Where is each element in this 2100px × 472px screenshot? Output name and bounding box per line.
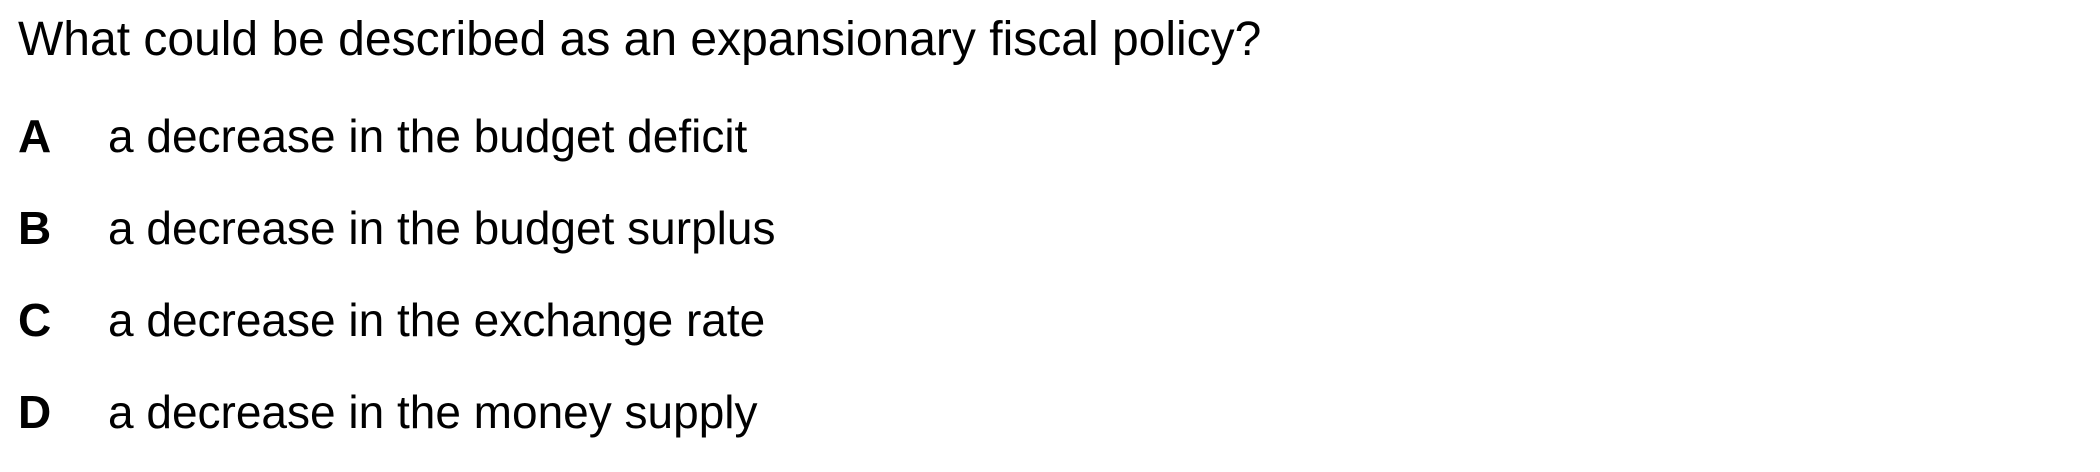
option-text: a decrease in the budget deficit [108,110,748,162]
option-text: a decrease in the exchange rate [108,294,766,346]
answer-options: A a decrease in the budget deficit B a d… [18,104,775,472]
option-b: B a decrease in the budget surplus [18,196,775,288]
option-letter: D [18,386,52,438]
option-letter: B [18,202,52,254]
option-text: a decrease in the money supply [108,386,758,438]
question-text: What could be described as an expansiona… [18,13,1262,66]
option-text: a decrease in the budget surplus [108,202,776,254]
option-c: C a decrease in the exchange rate [18,288,775,380]
option-letter: A [18,110,52,162]
option-d: D a decrease in the money supply [18,380,775,472]
option-a: A a decrease in the budget deficit [18,104,775,196]
option-letter: C [18,294,52,346]
